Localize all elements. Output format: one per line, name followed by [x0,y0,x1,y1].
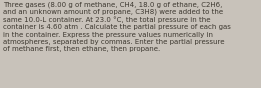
Text: Three gases (8.00 g of methane, CH4, 18.0 g of ethane, C2H6,
and an unknown amou: Three gases (8.00 g of methane, CH4, 18.… [3,1,230,52]
